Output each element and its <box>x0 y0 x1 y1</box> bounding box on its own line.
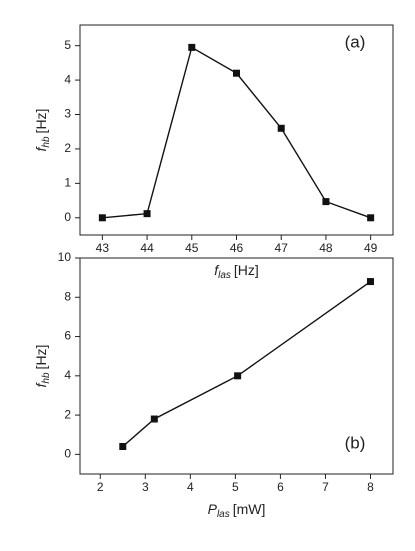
x-tick-label: 7 <box>322 480 329 494</box>
x-tick-label: 6 <box>277 480 284 494</box>
x-tick-label: 4 <box>187 480 194 494</box>
data-point <box>366 278 374 286</box>
y-tick-label: 2 <box>64 141 71 155</box>
y-tick-label: 0 <box>64 210 71 224</box>
x-axis-label: flas [Hz] <box>214 262 259 281</box>
x-tick-label: 2 <box>97 480 104 494</box>
y-axis-label: fhb [Hz] <box>33 345 52 388</box>
label-unit: [Hz] <box>234 262 259 278</box>
x-tick-label: 3 <box>142 480 149 494</box>
data-point <box>143 210 151 218</box>
label-sub: las <box>217 509 230 520</box>
x-axis-label: Plas [mW] <box>208 501 266 520</box>
y-tick-label: 4 <box>64 72 71 86</box>
y-tick-label: 2 <box>64 407 71 421</box>
label-main: f <box>33 145 49 151</box>
y-tick-label: 1 <box>64 176 71 190</box>
label-main: P <box>208 501 218 517</box>
x-tick-label: 47 <box>275 241 289 255</box>
data-point <box>322 198 330 206</box>
data-point <box>277 124 285 132</box>
annotation: (b) <box>345 433 366 452</box>
data-point <box>188 43 196 51</box>
x-tick-label: 45 <box>185 241 199 255</box>
label-unit: [mW] <box>233 501 266 517</box>
y-tick-label: 6 <box>64 329 71 343</box>
label-sub: hb <box>41 136 52 148</box>
x-tick-label: 46 <box>230 241 244 255</box>
label-main: f <box>214 262 220 278</box>
plot-frame <box>79 257 394 475</box>
data-point <box>98 214 106 222</box>
label-unit: [Hz] <box>33 109 49 134</box>
annotation: (a) <box>345 32 366 51</box>
data-point <box>367 214 375 222</box>
y-axis-label: fhb [Hz] <box>33 109 52 152</box>
data-line <box>122 280 371 448</box>
x-tick-label: 44 <box>140 241 154 255</box>
y-tick-label: 0 <box>64 447 71 461</box>
y-tick-label: 10 <box>58 250 72 264</box>
data-point <box>119 443 127 451</box>
data-point <box>150 415 158 423</box>
y-tick-label: 4 <box>64 368 71 382</box>
label-unit: [Hz] <box>33 345 49 370</box>
x-tick-label: 49 <box>364 241 378 255</box>
data-point <box>233 69 240 77</box>
label-sub: hb <box>41 372 52 384</box>
x-tick-label: 48 <box>319 241 333 255</box>
x-tick-label: 8 <box>367 480 374 494</box>
plot-frame <box>79 24 394 236</box>
label-main: f <box>33 381 49 387</box>
y-tick-label: 8 <box>64 289 71 303</box>
x-tick-label: 5 <box>232 480 239 494</box>
label-sub: las <box>218 270 231 281</box>
y-tick-label: 5 <box>64 38 71 52</box>
data-point <box>234 372 242 380</box>
x-tick-label: 43 <box>96 241 110 255</box>
y-tick-label: 3 <box>64 107 71 121</box>
